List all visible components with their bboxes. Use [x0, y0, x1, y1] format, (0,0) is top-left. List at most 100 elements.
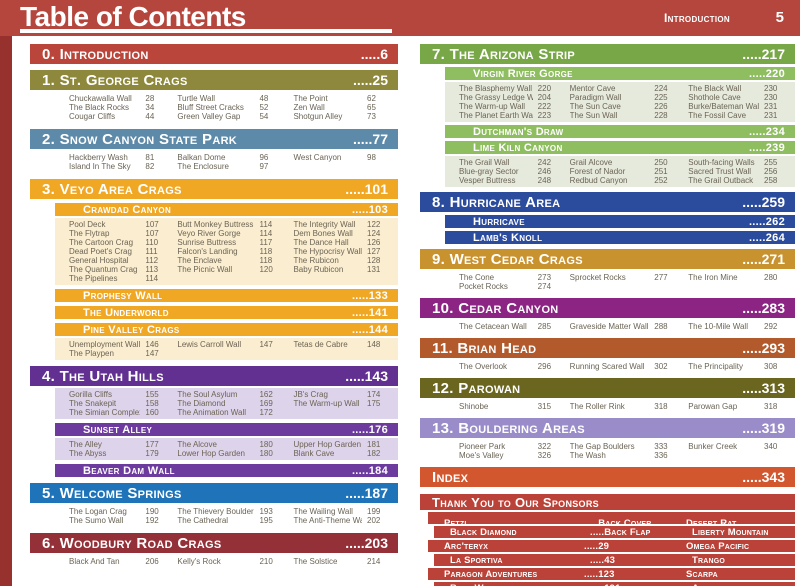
toc-entry-page: 147 [145, 349, 159, 358]
toc-entry-page: 114 [145, 274, 159, 283]
subsection-bar: Virgin River Gorge .....220 [445, 67, 795, 80]
toc-entry-name: Bluff Street Cracks [177, 103, 244, 112]
toc-section: 12. Parowan .....313 Shinobe 315 The Roller … [420, 378, 795, 413]
subsection-bar: Dutchman's Draw .....234 [445, 125, 795, 138]
toc-entry-page: 222 [537, 102, 552, 111]
toc-entry-name: The Black Wall [688, 84, 742, 93]
toc-entry-name: The Point [293, 94, 328, 103]
toc-entry-page: 44 [145, 112, 155, 121]
subsection-bar-page-ref: .....103 [351, 203, 388, 216]
left-column: 0. Introduction .....6 1. St. George Crags… [30, 44, 398, 586]
toc-section: Index .....343 [420, 467, 795, 487]
subsection-bar-page-ref: .....141 [351, 306, 388, 319]
toc-entry-page: 248 [537, 176, 552, 185]
left-margin-strip [0, 36, 12, 586]
toc-entry-page [764, 451, 789, 460]
toc-entry-page: 118 [259, 247, 273, 256]
toc-entry-page: 246 [537, 167, 552, 176]
toc-entry-page: 65 [367, 103, 376, 112]
subsection-bar: Pine Valley Crags .....144 [55, 323, 398, 336]
page-number: 5 [775, 9, 784, 26]
subsection-bar: Hurricave .....262 [445, 215, 795, 228]
toc-entry-list: Gorilla Cliffs 155 The Soul Asylum 162 JB's … [55, 388, 398, 419]
sponsor-name: Black Diamond [450, 526, 517, 538]
toc-entry-name: The Grail Wall [459, 158, 510, 167]
toc-entry-name: The Snakepit [69, 399, 117, 408]
toc-entry-page: 81 [145, 153, 155, 162]
toc-entry-page: 256 [764, 167, 778, 176]
subsection-bar-page-ref: .....220 [748, 67, 785, 80]
page-header: Table of Contents Introduction 5 [0, 0, 800, 36]
section-bar: 3. Veyo Area Crags .....101 [30, 179, 398, 199]
toc-entry-page: 210 [259, 557, 273, 566]
toc-entry-name: Sprocket Rocks [569, 273, 626, 282]
toc-entry-name: The Gap Boulders [569, 442, 635, 451]
toc-entry-name: Paradigm Wall [569, 93, 622, 102]
toc-entry-name: Kelly's Rock [177, 557, 221, 566]
section-bar-page-ref: .....77 [352, 131, 388, 147]
toc-entry-name: The Roller Rink [569, 402, 625, 411]
toc-section: 7. The Arizona Strip .....217 Virgin River… [420, 44, 795, 187]
toc-entry-page: 181 [367, 440, 381, 449]
toc-entry-page: 146 [145, 340, 159, 349]
toc-entry-page: 255 [764, 158, 778, 167]
toc-entry-name: West Canyon [293, 153, 342, 162]
toc-entry-name: Sacred Trust Wall [688, 167, 752, 176]
toc-entry-page: 242 [537, 158, 552, 167]
subsection-bar: Lime Kiln Canyon .....239 [445, 141, 795, 154]
section-bar: 9. West Cedar Crags .....271 [420, 249, 795, 269]
toc-entry-name: Burke/Bateman Wall [688, 102, 759, 111]
toc-entry-name: South-facing Walls [688, 158, 755, 167]
toc-entry-name: The Solstice [293, 557, 338, 566]
toc-entry-page: 258 [764, 176, 778, 185]
toc-entry-page: 333 [654, 442, 668, 451]
subsection-bar-page-ref: .....264 [748, 231, 785, 244]
toc-entry-name: Veyo River Gorge [177, 229, 241, 238]
section-bar: 12. Parowan .....313 [420, 378, 795, 398]
subsection-bar-page-ref: .....184 [351, 464, 388, 477]
toc-entry-name: The Rubicon [293, 256, 339, 265]
toc-entry-page: 231 [764, 102, 778, 111]
toc-entry-name [177, 349, 254, 358]
toc-entry-page: 114 [259, 220, 273, 229]
toc-entry-page: 148 [367, 340, 381, 349]
toc-entry-list: Black And Tan 206 Kelly's Rock 210 The Solst… [55, 555, 398, 568]
subsection-bar-title: Beaver Dam Wall [83, 464, 175, 477]
section-bar: 2. Snow Canyon State Park .....77 [30, 129, 398, 149]
toc-entry-page: 98 [367, 153, 376, 162]
section-bar-title: 7. The Arizona Strip [432, 45, 575, 63]
toc-entry-name [177, 274, 254, 283]
toc-entry-name: Hackberry Wash [69, 153, 128, 162]
subsection-bar-page-ref: .....176 [351, 423, 388, 436]
toc-entry-page [259, 349, 288, 358]
toc-entry-page: 322 [537, 442, 552, 451]
toc-entry-name: Shinobe [459, 402, 489, 411]
toc-entry-page: 177 [145, 440, 159, 449]
subsection-bar-title: Dutchman's Draw [473, 125, 564, 138]
toc-content: 0. Introduction .....6 1. St. George Crags… [30, 44, 795, 586]
toc-entry-page: 122 [367, 220, 381, 229]
section-bar-title: 10. Cedar Canyon [432, 299, 559, 317]
toc-entry-list: The Cetacean Wall 285 Graveside Matter Wal… [445, 320, 795, 333]
toc-entry-page: 175 [367, 399, 381, 408]
section-bar: 10. Cedar Canyon .....283 [420, 298, 795, 318]
toc-entry-page: 34 [145, 103, 155, 112]
toc-entry-page: 114 [259, 229, 273, 238]
toc-section: 13. Bouldering Areas .....319 Pioneer Park… [420, 418, 795, 462]
toc-entry-page: 223 [537, 111, 552, 120]
section-bar-title: 0. Introduction [42, 45, 149, 63]
toc-entry-name [293, 274, 362, 283]
subsection-bar: Prophesy Wall .....133 [55, 289, 398, 302]
toc-entry-page: 107 [145, 229, 159, 238]
toc-entry-name: Dem Bones Wall [293, 229, 353, 238]
toc-entry-page [654, 282, 683, 291]
section-bar-page-ref: .....187 [345, 485, 388, 501]
toc-entry-name: Redbud Canyon [569, 176, 628, 185]
toc-entry-page: 117 [259, 238, 273, 247]
sponsor-name: Omega Pacific [686, 540, 750, 552]
section-bar: 7. The Arizona Strip .....217 [420, 44, 795, 64]
toc-entry-name: Parowan Gap [688, 402, 738, 411]
toc-entry-page: 147 [259, 340, 273, 349]
toc-entry-name: Lower Hop Garden [177, 449, 245, 458]
